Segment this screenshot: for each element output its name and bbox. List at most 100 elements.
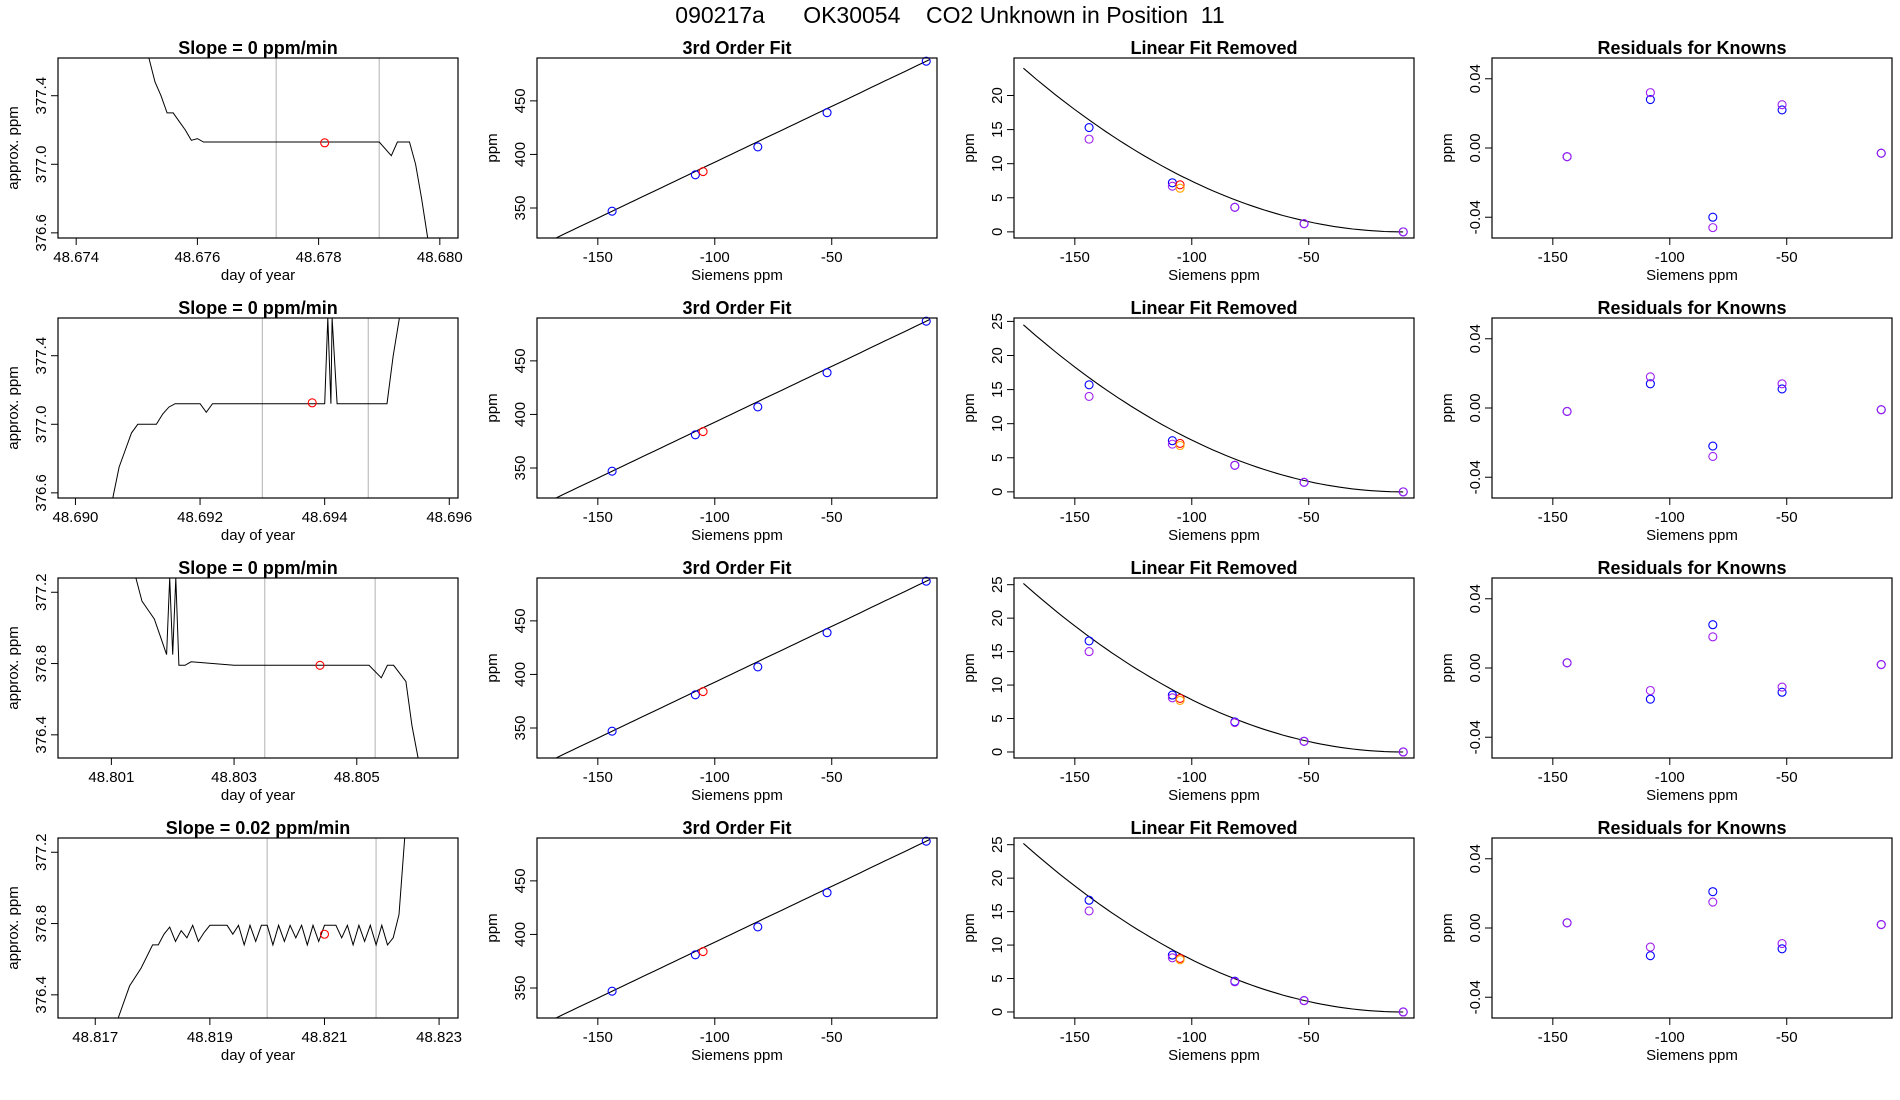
data-point-purple [1708, 897, 1718, 907]
data-point-blue [1708, 887, 1718, 897]
x-axis-label: Siemens ppm [1168, 1047, 1260, 1064]
fit-curve [1023, 842, 1404, 1013]
data-point-purple [1084, 906, 1094, 916]
sample-mean-marker [307, 398, 317, 408]
y-axis-label: ppm [484, 133, 501, 162]
y-axis-label: approx. ppm [5, 886, 22, 969]
data-point-purple [1708, 632, 1718, 642]
y-tick-label: 350 [512, 975, 529, 1000]
x-tick-label: 48.801 [88, 769, 134, 786]
x-tick-label: -150 [1060, 1029, 1090, 1046]
x-axis-label: Siemens ppm [1646, 1047, 1738, 1064]
plot-frame [1013, 57, 1415, 239]
data-point-blue [1084, 380, 1094, 390]
y-tick-label: 0.04 [1467, 324, 1484, 353]
x-tick-label: -100 [1177, 769, 1207, 786]
fit-curve [554, 838, 931, 1018]
data-point-blue [822, 888, 832, 898]
data-point-blue [1167, 950, 1177, 960]
data-point-purple [1777, 379, 1787, 389]
data-point-blue [1645, 951, 1655, 961]
x-tick-label: -50 [1298, 249, 1320, 266]
data-point-blue [1708, 620, 1718, 630]
data-point-red [1175, 180, 1185, 190]
fit-curve [554, 578, 931, 758]
y-tick-label: 5 [989, 194, 1006, 202]
x-tick-label: 48.676 [174, 249, 220, 266]
x-tick-label: -50 [821, 509, 843, 526]
data-point-orange [1175, 440, 1185, 451]
y-tick-label: 0 [989, 748, 1006, 756]
data-point-purple [1876, 405, 1886, 415]
data-point-purple [1084, 647, 1094, 657]
plot-frame [1491, 57, 1893, 239]
figure-title: 090217a OK30054 CO2 Unknown in Position … [0, 2, 1900, 29]
y-tick-label: 10 [989, 155, 1006, 172]
x-tick-label: 48.690 [53, 509, 99, 526]
data-point-purple [1645, 372, 1655, 382]
y-tick-label: 377.2 [33, 573, 50, 611]
data-point-blue [822, 368, 832, 378]
y-tick-label: 450 [512, 88, 529, 113]
y-axis-label: approx. ppm [5, 106, 22, 189]
data-point-purple [1562, 406, 1572, 417]
data-point-blue [690, 170, 700, 180]
fit-curve [554, 318, 931, 498]
x-tick-label: -100 [1177, 249, 1207, 266]
y-tick-label: 15 [989, 643, 1006, 660]
data-point-blue [822, 628, 832, 638]
x-tick-label: -100 [700, 509, 730, 526]
data-point-purple [1299, 219, 1309, 229]
plot-frame [57, 317, 459, 499]
x-tick-label: 48.821 [302, 1029, 348, 1046]
y-tick-label: 5 [989, 454, 1006, 462]
panel-title: 3rd Order Fit [682, 38, 791, 58]
data-point-purple [1230, 977, 1240, 987]
x-tick-label: -50 [1776, 1029, 1798, 1046]
data-point-blue [1084, 122, 1094, 133]
x-tick-label: 48.817 [72, 1029, 118, 1046]
y-tick-label: 400 [512, 922, 529, 947]
y-axis-label: ppm [484, 393, 501, 422]
panel-title: Linear Fit Removed [1130, 558, 1297, 578]
x-axis-label: Siemens ppm [1646, 267, 1738, 284]
x-axis-label: Siemens ppm [691, 787, 783, 804]
x-tick-label: 48.680 [417, 249, 463, 266]
x-axis-label: day of year [221, 527, 295, 544]
y-tick-label: 0.00 [1467, 393, 1484, 422]
x-tick-label: -50 [821, 249, 843, 266]
y-axis-label: ppm [1439, 393, 1456, 422]
y-tick-label: 377.2 [33, 833, 50, 871]
panel-title: 3rd Order Fit [682, 558, 791, 578]
data-point-purple [1230, 717, 1240, 728]
data-point-blue [1777, 687, 1787, 697]
y-tick-label: 376.4 [33, 976, 50, 1014]
x-tick-label: 48.803 [211, 769, 257, 786]
x-tick-label: -50 [1776, 249, 1798, 266]
x-tick-label: 48.819 [187, 1029, 233, 1046]
plot-frame [1491, 577, 1893, 759]
data-point-purple [1777, 939, 1787, 949]
y-tick-label: 0 [989, 228, 1006, 236]
y-axis-label: ppm [1439, 133, 1456, 162]
y-tick-label: 0.04 [1467, 584, 1484, 613]
y-tick-label: 376.6 [33, 214, 50, 252]
y-tick-label: 376.8 [33, 645, 50, 683]
plot-frame [1013, 577, 1415, 759]
y-axis-label: approx. ppm [5, 626, 22, 709]
data-point-blue [690, 950, 700, 960]
position-label: CO2 Unknown in Position 11 [925, 2, 1225, 28]
y-tick-label: 0 [989, 488, 1006, 496]
x-axis-label: Siemens ppm [1168, 527, 1260, 544]
y-tick-label: -0.04 [1467, 720, 1484, 754]
panel-title: Slope = 0 ppm/min [178, 298, 338, 318]
x-axis-label: day of year [221, 267, 295, 284]
plot-frame [1491, 317, 1893, 499]
plot-frame [536, 57, 938, 239]
y-tick-label: 377.4 [33, 337, 50, 375]
x-tick-label: -150 [583, 1029, 613, 1046]
data-point-blue [607, 466, 617, 476]
data-point-purple [1398, 487, 1408, 497]
panel-title: 3rd Order Fit [682, 298, 791, 318]
